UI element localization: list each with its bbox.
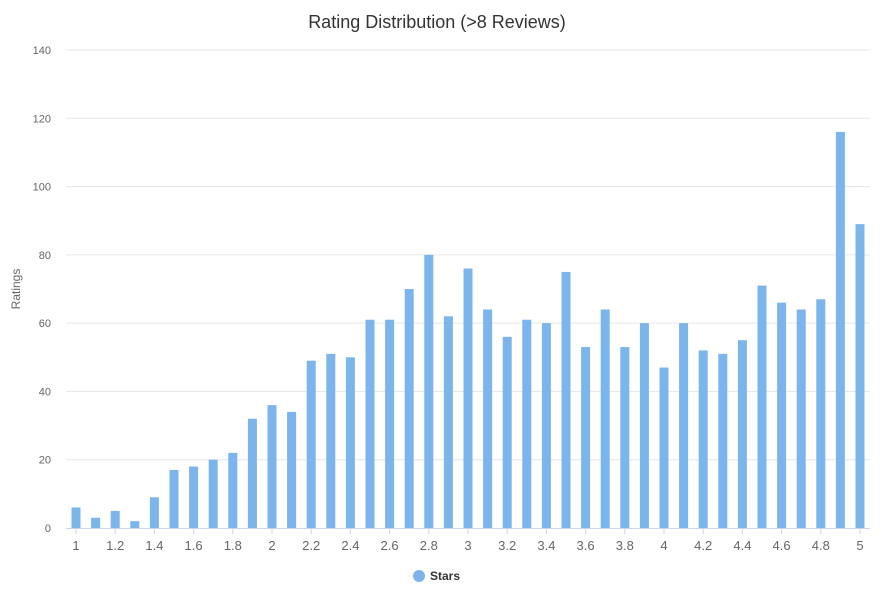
chart-title: Rating Distribution (>8 Reviews) [308,12,566,32]
bar[interactable] [659,367,669,528]
x-tick-label: 3.6 [577,538,595,553]
y-tick-label: 40 [39,386,51,398]
legend-label[interactable]: Stars [430,569,460,583]
x-tick-label: 2.2 [302,538,320,553]
x-tick-label: 2.4 [341,538,359,553]
x-tick-label: 2 [268,538,275,553]
y-tick-label: 140 [33,45,51,57]
bar[interactable] [581,347,591,528]
bar[interactable] [247,418,257,528]
x-tick-label: 2.6 [381,538,399,553]
bar[interactable] [855,224,865,528]
bar[interactable] [737,340,747,528]
legend[interactable]: Stars [413,569,460,583]
bar[interactable] [600,309,610,528]
bar[interactable] [91,517,101,528]
bar[interactable] [639,323,649,528]
x-tick-label: 4.6 [773,538,791,553]
bar[interactable] [306,360,316,528]
y-tick-label: 20 [39,455,51,467]
x-tick-label: 1.8 [224,538,242,553]
bar[interactable] [385,319,395,528]
x-tick-label: 4.8 [812,538,830,553]
bar[interactable] [816,299,826,528]
x-tick-label: 2.8 [420,538,438,553]
bar[interactable] [679,323,689,528]
bar[interactable] [208,459,218,528]
bar[interactable] [365,319,375,528]
bar[interactable] [71,507,81,528]
x-tick-label: 1.2 [106,538,124,553]
bar[interactable] [483,309,493,528]
y-axis-title: Ratings [9,269,23,310]
bar[interactable] [404,289,414,528]
bar[interactable] [169,469,179,528]
y-tick-label: 80 [39,250,51,262]
x-tick-label: 4.4 [733,538,751,553]
y-tick-label: 60 [39,318,51,330]
x-tick-label: 3 [464,538,471,553]
x-tick-label: 1.4 [145,538,163,553]
x-tick-label: 3.8 [616,538,634,553]
y-axis-ticks: 0 20 40 60 80 100 120 140 [33,45,51,535]
bar[interactable] [189,466,199,528]
bar[interactable] [561,271,571,528]
bar[interactable] [620,347,630,528]
x-tick-label: 4.2 [694,538,712,553]
bar-series [71,131,865,528]
bar[interactable] [796,309,806,528]
bar[interactable] [698,350,708,528]
bar[interactable] [149,497,159,528]
bar[interactable] [541,323,551,528]
bar[interactable] [130,521,140,528]
y-tick-label: 120 [33,113,51,125]
bar[interactable] [345,357,355,528]
bar[interactable] [443,316,453,528]
bar[interactable] [757,285,767,528]
x-tick-label: 3.4 [537,538,555,553]
bar[interactable] [522,319,532,528]
bar[interactable] [267,405,277,528]
bar[interactable] [424,254,434,528]
bar[interactable] [326,353,336,528]
x-tick-label: 1.6 [185,538,203,553]
y-tick-label: 0 [45,523,51,535]
bar[interactable] [463,268,473,528]
bar[interactable] [287,411,297,528]
x-tick-label: 5 [856,538,863,553]
x-axis-ticks: 1 1.2 1.4 1.6 1.8 2 2.2 2.4 2.6 2.8 3 3.2 3.4 3.6 3.8 4… [72,528,864,553]
x-tick-label: 3.2 [498,538,516,553]
bar[interactable] [835,131,845,528]
y-tick-label: 100 [33,182,51,194]
bar[interactable] [228,452,238,528]
x-tick-label: 4 [660,538,667,553]
bar[interactable] [718,353,728,528]
bar[interactable] [777,302,787,528]
legend-marker[interactable] [413,570,425,582]
bar[interactable] [502,336,512,528]
x-tick-label: 1 [72,538,79,553]
bar[interactable] [110,510,120,528]
